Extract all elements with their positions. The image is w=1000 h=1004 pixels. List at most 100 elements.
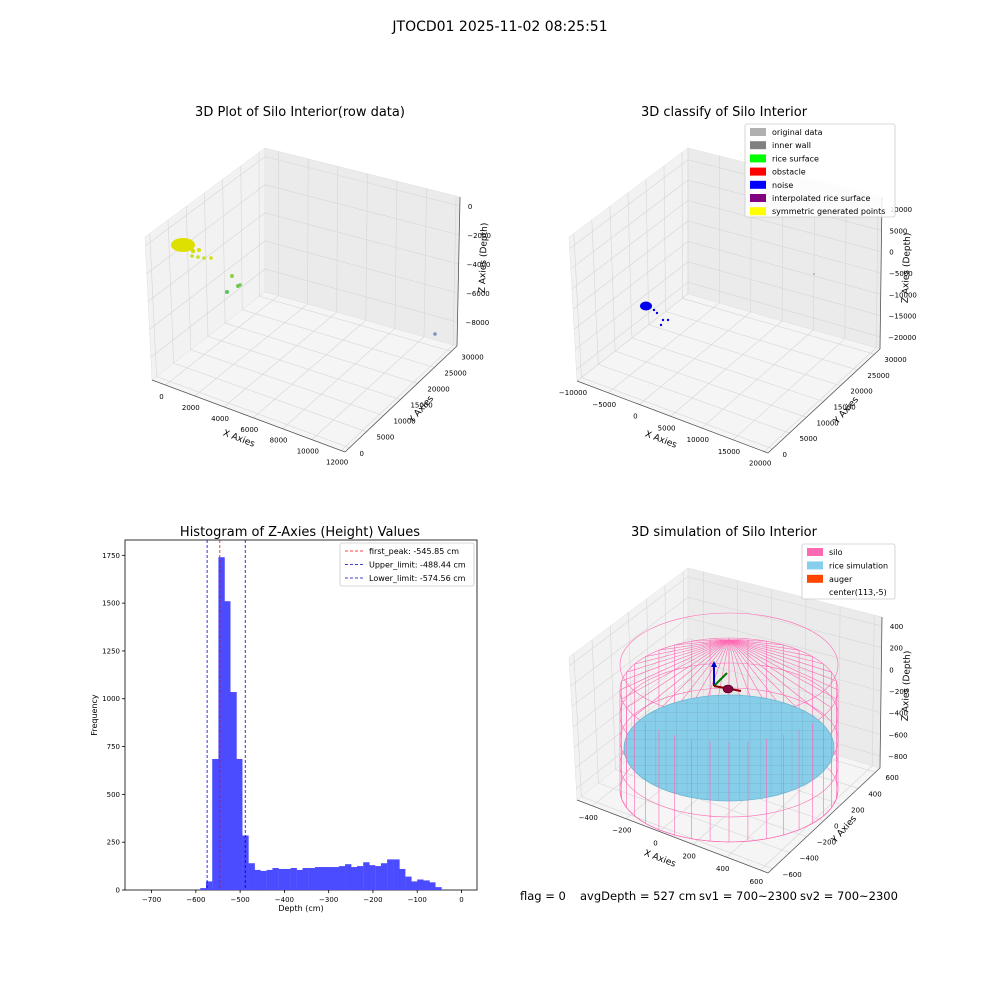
histogram-bar (314, 867, 322, 890)
raw-3d-ztick-label: −4000 (467, 261, 491, 269)
histogram-xtick-label: −100 (408, 896, 427, 904)
simulation-3d-ytick-label: −400 (800, 855, 819, 863)
histogram-bar (200, 888, 207, 890)
classify-3d-ztick-label: 10000 (890, 206, 912, 214)
simulation-legend-swatch (807, 548, 823, 556)
histogram-bar (260, 870, 267, 890)
classify-3d-ytick-label: 10000 (816, 419, 838, 427)
histogram-ytick-label: 250 (107, 839, 120, 847)
simulation-legend: silo rice simulation auger center(113,-5) (801, 543, 896, 600)
histogram-bar (284, 868, 291, 890)
simulation-legend-item: rice simulation (807, 561, 888, 570)
classify-3d-ticks: −10000 −5000 0 5000 10000 15000 20000 0 5000 1000… (559, 206, 917, 467)
raw-3d-ytick-label: 0 (359, 450, 363, 458)
classify-legend-swatch (750, 167, 766, 176)
classify-3d-ytick-label: 30000 (884, 356, 906, 364)
classify-3d-ztick-label: −20000 (888, 334, 916, 342)
classify-3d-ztick-label: 5000 (890, 227, 908, 235)
raw-3d-ytick-label: 30000 (461, 353, 483, 361)
histogram-bar (350, 867, 358, 890)
histogram-bar (368, 865, 376, 890)
classify-legend-label: interpolated rice surface (772, 194, 870, 203)
classify-3d-ztick-label: −5000 (889, 270, 913, 278)
histogram-bar (278, 868, 285, 890)
histogram-ytick-label: 1750 (102, 552, 120, 560)
simulation-3d-ztick-label: −400 (889, 710, 908, 718)
raw-point-cluster (171, 238, 195, 252)
simulation-3d-edges (576, 616, 883, 874)
status-footer: flag = 0 avgDepth = 527 cm sv1 = 700~230… (520, 889, 898, 903)
simulation-legend-label: silo (829, 548, 843, 557)
classify-3d-plot-title: 3D classify of Silo Interior (641, 105, 808, 120)
histogram-bar (393, 859, 400, 890)
simulation-legend-label: rice simulation (829, 561, 888, 570)
histogram-bar (224, 601, 231, 890)
simulation-3d-ztick-label: 400 (890, 623, 903, 631)
classify-legend-swatch (750, 154, 766, 163)
classify-3d-ytick-label: 5000 (799, 435, 817, 443)
classify-3d-ztick-label: 0 (889, 249, 893, 257)
simulation-3d-ztick-label: −600 (888, 731, 907, 739)
raw-point (230, 274, 234, 278)
noise-point (655, 311, 659, 315)
raw-3d-ztick-label: −8000 (465, 319, 489, 327)
simulation-3d-xtick-label: 200 (682, 852, 695, 860)
histogram-reference-lines (206, 540, 246, 890)
raw-3d-xtick-label: 12000 (326, 459, 348, 467)
raw-3d-ticks: 0 2000 4000 6000 8000 10000 12000 0 5000 10000 150… (159, 203, 491, 467)
classify-3d-ytick-label: 15000 (833, 404, 855, 412)
simulation-3d-ztick-label: −800 (888, 753, 907, 761)
raw-3d-ytick-label: 15000 (410, 402, 432, 410)
classify-legend-swatch (750, 128, 766, 136)
classify-legend-item: symmetric generated points (750, 207, 885, 216)
raw-3d-xtick-label: 2000 (182, 404, 200, 412)
classify-legend-swatch (750, 180, 766, 189)
simulation-3d-ytick-label: 200 (851, 806, 864, 814)
histogram-ytick-label: 1500 (102, 600, 120, 608)
classify-3d-gridlines (569, 148, 882, 452)
simulation-legend-frame (801, 543, 896, 600)
classify-3d-zlabel: Z Axies (Depth) (901, 233, 913, 304)
histogram-bar (417, 879, 424, 890)
histogram-bar (380, 863, 388, 890)
histogram-bar (218, 557, 225, 890)
classify-3d-ytick-label: 20000 (850, 388, 872, 396)
simulation-legend-item: silo (807, 548, 843, 557)
histogram-xlabel: Depth (cm) (278, 904, 323, 913)
histogram-bar (375, 866, 382, 890)
histogram-bar (248, 863, 255, 890)
classify-legend-label: symmetric generated points (772, 207, 885, 216)
simulation-legend-swatch (807, 574, 823, 583)
classify-legend-label: original data (772, 128, 823, 137)
histogram-ytick-label: 750 (107, 743, 120, 751)
simulation-legend-item: auger (807, 574, 853, 584)
classify-legend-swatch (750, 141, 766, 150)
classify-legend-item: original data (750, 128, 823, 137)
histogram-bar (308, 868, 316, 890)
raw-3d-ztick-label: 0 (468, 203, 472, 211)
raw-3d-ytick-label: 20000 (427, 385, 449, 393)
noise-point (652, 308, 656, 312)
histogram-bar (387, 859, 394, 890)
histogram-chart: Histogram of Z-Axies (Height) Values −70… (90, 525, 478, 913)
histogram-bar (236, 758, 243, 890)
histogram-x-ticks: −700 −600 −500 −400 −300 −200 −100 0 (142, 890, 464, 904)
histogram-bar (230, 692, 237, 890)
histogram-xtick-label: −200 (363, 896, 382, 904)
classify-legend-frame (744, 123, 896, 218)
axis-arrow-y (713, 672, 728, 687)
classify-3d-edges (576, 196, 883, 454)
simulation-3d-ytick-label: −200 (817, 839, 836, 847)
histogram-bar (345, 864, 352, 890)
histogram-xtick-label: −300 (319, 896, 338, 904)
simulation-3d-ticks: −400 −200 0 200 400 600 −600 −400 −200 0 200 400 600… (579, 623, 909, 886)
classify-legend-item: rice surface (750, 154, 819, 163)
histogram-legend: first_peak: -545.85 cm Upper_limit: -488.… (339, 542, 475, 587)
histogram-ytick-label: 1250 (102, 647, 120, 655)
histogram-bar (357, 866, 364, 890)
histogram-bar (254, 869, 261, 890)
raw-3d-xtick-label: 0 (159, 393, 163, 401)
classify-legend-label: obstacle (772, 168, 806, 177)
